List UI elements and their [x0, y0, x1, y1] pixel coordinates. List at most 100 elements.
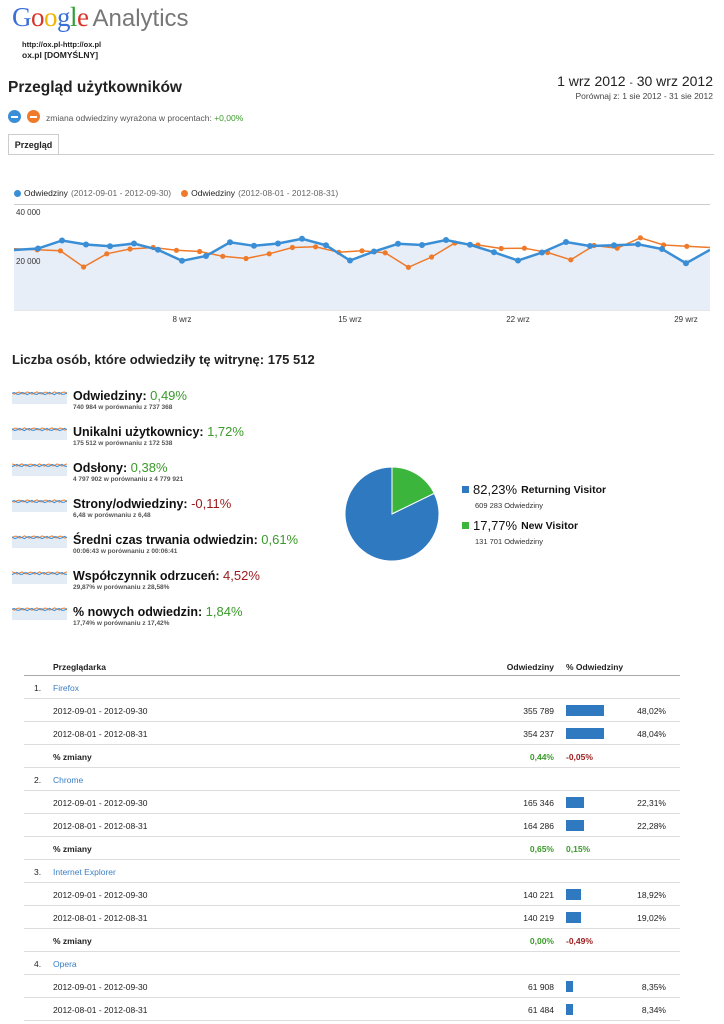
series-point [611, 242, 617, 249]
metric-comparison: 4 797 902 w porównaniu z 4 779 921 [73, 476, 184, 483]
row-number: 3. [34, 867, 42, 877]
row-pct: 19,02% [637, 913, 666, 923]
series-point [491, 249, 497, 256]
row-pct-bar [566, 705, 605, 716]
compare-range: Porównaj z: 1 sie 2012 - 31 sie 2012 [575, 91, 713, 101]
browser-link[interactable]: Opera [53, 959, 77, 969]
row-pct-bar [566, 728, 605, 739]
series-point [568, 257, 574, 263]
metric-item[interactable]: Strony/odwiedziny: -0,11% 6,48 w porównan… [12, 496, 312, 530]
page-title: Przegląd użytkowników [8, 79, 182, 96]
table-row: 2012-08-01 - 2012-08-31 61 484 8,34% [24, 998, 680, 1021]
logo-letter: o [44, 2, 58, 32]
legend-item-current[interactable]: Odwiedziny (2012-09-01 - 2012-09-30) [14, 188, 171, 198]
logo-google-text: Google [12, 2, 89, 33]
metric-change: 4,52% [223, 568, 260, 583]
browser-link[interactable]: Firefox [53, 683, 79, 693]
date-to: 30 wrz 2012 [636, 73, 713, 89]
series-point [637, 235, 644, 241]
row-pct: 8,35% [641, 982, 666, 992]
series-point [266, 251, 272, 257]
change-visits: 0,00% [529, 936, 554, 946]
sparkline-icon [12, 607, 67, 620]
series-point [539, 249, 545, 256]
date-separator: - [629, 78, 633, 89]
series-point [659, 246, 665, 252]
row-date-range: 2012-08-01 - 2012-08-31 [53, 729, 148, 739]
series-point [203, 253, 209, 259]
series-point [313, 244, 319, 250]
sparkline-icon [12, 571, 67, 584]
series-point [382, 250, 388, 256]
metric-item[interactable]: % nowych odwiedzin: 1,84% 17,74% w porówn… [12, 604, 312, 638]
sparkline-area [12, 537, 67, 548]
series-point [563, 239, 569, 245]
metric-item[interactable]: Odsłony: 0,38% 4 797 902 w porównaniu z 4… [12, 460, 312, 494]
legend-item-previous[interactable]: Odwiedziny (2012-08-01 - 2012-08-31) [181, 188, 338, 198]
sparkline-area [12, 609, 67, 620]
series-point [131, 240, 137, 247]
series-point [587, 243, 593, 249]
metric-change: 0,38% [130, 460, 168, 475]
visits-line-chart[interactable]: 40 000 20 000 8 wrz 15 wrz 22 wrz 29 wrz [14, 204, 710, 328]
line-chart-svg: 40 000 20 000 8 wrz 15 wrz 22 wrz 29 wrz [14, 204, 710, 324]
header-browser[interactable]: Przeglądarka [53, 662, 106, 672]
segment-blue-icon[interactable] [8, 110, 21, 123]
series-point [395, 240, 401, 247]
sparkline-icon [12, 535, 67, 548]
row-date-range: 2012-09-01 - 2012-09-30 [53, 798, 148, 808]
metric-item[interactable]: Unikalni użytkownicy: 1,72% 175 512 w por… [12, 424, 312, 458]
logo-letter: o [31, 2, 45, 32]
segment-orange-icon[interactable] [27, 110, 40, 123]
sparkline-area [12, 501, 67, 512]
metric-comparison: 740 984 w porównaniu z 737 368 [73, 404, 173, 411]
tab-przeglad[interactable]: Przegląd [8, 134, 59, 155]
browser-link[interactable]: Chrome [53, 775, 84, 785]
series-point [57, 248, 64, 254]
metric-change: 1,84% [205, 604, 243, 619]
series-point [405, 264, 411, 270]
row-pct: 48,02% [637, 706, 666, 716]
metric-change: 0,61% [261, 532, 299, 547]
change-pct: 0,15% [566, 844, 591, 854]
new-visitor-pct: 17,77% [473, 518, 518, 533]
visitor-type-pie-chart[interactable] [344, 466, 440, 562]
pie-legend-new: 17,77% New Visitor 131 701 Odwiedziny [462, 518, 578, 546]
series-point [243, 255, 249, 262]
series-point [251, 242, 257, 249]
change-row: % zmiany 0,00% -0,49% [24, 929, 680, 952]
chart-area [14, 238, 710, 310]
metric-comparison: 29,87% w porównaniu z 28,58% [73, 584, 170, 591]
series-point [83, 241, 89, 248]
metric-name: % nowych odwiedzin: [73, 605, 203, 619]
metric-comparison: 17,74% w porównaniu z 17,42% [73, 620, 170, 627]
series-point [104, 251, 110, 257]
header-pct-visits[interactable]: % Odwiedziny [566, 662, 624, 672]
row-visits: 140 221 [523, 890, 554, 900]
row-pct: 22,28% [637, 821, 666, 831]
legend-range: (2012-09-01 - 2012-09-30) [70, 188, 172, 198]
date-range[interactable]: 1 wrz 2012 - 30 wrz 2012 [557, 73, 713, 89]
metric-item[interactable]: Odwiedziny: 0,49% 740 984 w porównaniu z … [12, 388, 312, 422]
new-visitor-name: New Visitor [521, 519, 579, 532]
row-visits: 164 286 [523, 821, 554, 831]
metric-name: Średni czas trwania odwiedzin: [73, 533, 258, 547]
metric-item[interactable]: Współczynnik odrzuceń: 4,52% 29,87% w por… [12, 568, 312, 602]
new-visitor-count: 131 701 Odwiedziny [475, 537, 543, 546]
pie-slice-returning-visitor[interactable] [344, 466, 440, 562]
row-pct: 8,34% [641, 1005, 666, 1015]
sparkline-area [12, 573, 67, 584]
x-tick-label: 8 wrz [172, 315, 191, 324]
table-row: 2012-09-01 - 2012-09-30 355 789 48,02% [24, 699, 680, 722]
series-point [371, 248, 377, 255]
table-row: 2012-09-01 - 2012-09-30 61 908 8,35% [24, 975, 680, 998]
browser-table: Przeglądarka Odwiedziny % Odwiedziny 1. F… [24, 656, 680, 1021]
row-number: 4. [34, 959, 42, 969]
browser-link[interactable]: Internet Explorer [53, 867, 116, 877]
visitors-title: Liczba osób, które odwiedziły tę witrynę… [12, 352, 315, 367]
sparkline-line [12, 607, 67, 612]
row-visits: 165 346 [523, 798, 554, 808]
pie-slice-new-visitor[interactable] [391, 466, 435, 515]
metric-item[interactable]: Średni czas trwania odwiedzin: 0,61% 00:0… [12, 532, 312, 566]
header-visits[interactable]: Odwiedziny [506, 662, 554, 672]
